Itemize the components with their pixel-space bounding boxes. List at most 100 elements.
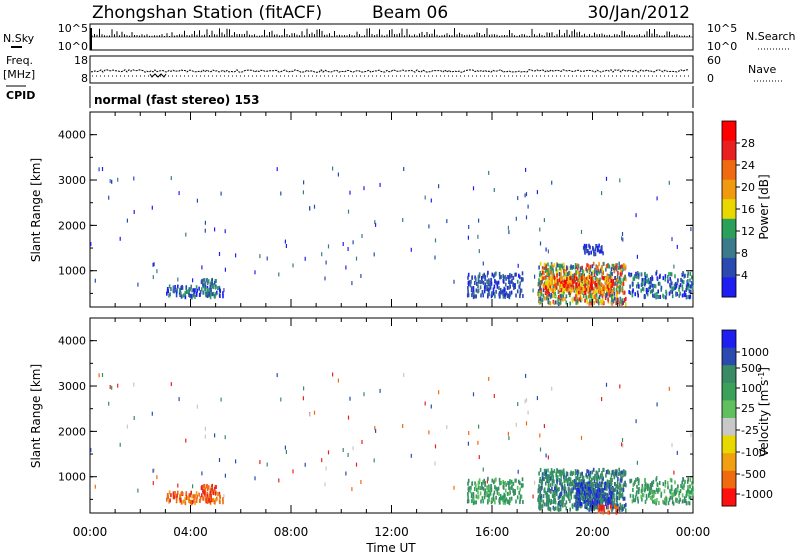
echo-cell	[475, 294, 477, 299]
echo-cell	[595, 285, 597, 290]
echo-cell	[619, 491, 621, 496]
echo-cell	[612, 469, 615, 474]
echo-cell	[615, 265, 617, 270]
echo-cell	[209, 491, 212, 495]
echo-cell	[582, 479, 585, 484]
echo-cell	[576, 288, 578, 293]
echo-cell	[508, 501, 511, 506]
echo-cell	[351, 487, 353, 492]
echo-cell	[152, 262, 154, 267]
colorbar-cell	[722, 418, 736, 437]
echo-cell	[592, 467, 595, 472]
echo-cell	[490, 278, 493, 282]
echo-cell	[611, 470, 614, 475]
echo-cell	[508, 436, 510, 441]
echo-cell	[620, 268, 622, 273]
echo-cell	[642, 287, 645, 292]
echo-cell	[565, 300, 568, 305]
echo-cell	[553, 469, 556, 474]
echo-cell	[576, 500, 579, 505]
echo-cell	[201, 485, 203, 489]
echo-cell	[603, 285, 605, 290]
echo-cell	[669, 477, 672, 482]
echo-cell	[184, 501, 187, 506]
echo-cell	[560, 482, 563, 487]
echo-cell	[581, 479, 584, 484]
echo-cell	[672, 287, 674, 291]
echo-cell	[620, 299, 622, 304]
echo-cell	[108, 195, 110, 200]
echo-cell	[560, 277, 562, 282]
echo-cell	[342, 448, 344, 452]
echo-cell	[207, 290, 209, 295]
echo-cell	[472, 492, 475, 497]
echo-cell	[178, 397, 180, 402]
echo-cell	[584, 497, 587, 502]
echo-cell	[325, 466, 327, 471]
echo-cell	[645, 287, 648, 292]
echo-cell	[206, 487, 209, 492]
echo-cell	[548, 292, 550, 297]
echo-cell	[598, 262, 600, 267]
echo-cell	[509, 292, 512, 297]
y-tick-label: 1000	[58, 471, 86, 484]
colorbar-cell	[722, 277, 736, 298]
echo-cell	[689, 278, 691, 283]
echo-cell	[601, 498, 603, 503]
echo-cell	[632, 282, 634, 286]
echo-cell	[487, 476, 489, 481]
echo-cell	[547, 279, 549, 284]
echo-cell	[570, 487, 573, 492]
x-tick-label: 00:00	[676, 525, 711, 539]
echo-cell	[685, 494, 687, 498]
echo-cell	[478, 485, 481, 490]
echo-cell	[223, 494, 225, 499]
echo-cell	[593, 287, 595, 292]
echo-cell	[636, 271, 639, 275]
echo-cell	[180, 497, 182, 502]
echo-cell	[554, 278, 557, 283]
echo-cell	[355, 256, 358, 261]
echo-cell	[620, 505, 622, 510]
echo-cell	[487, 494, 490, 499]
echo-cell	[559, 286, 561, 291]
echo-cell	[610, 275, 613, 280]
echo-cell	[539, 489, 542, 494]
echo-cell	[553, 273, 555, 278]
echo-cell	[487, 288, 490, 293]
echo-cell	[345, 265, 347, 270]
echo-cell	[583, 286, 586, 291]
echo-cell	[578, 287, 580, 291]
echo-cell	[574, 492, 576, 497]
echo-cell	[601, 268, 604, 273]
echo-cell	[671, 289, 674, 294]
echo-cell	[584, 291, 586, 295]
echo-cell	[475, 288, 478, 293]
echo-cell	[481, 496, 484, 501]
echo-cell	[548, 268, 550, 273]
echo-cell	[653, 283, 656, 288]
echo-cell	[539, 296, 542, 301]
echo-cell	[176, 287, 178, 292]
echo-cell	[675, 292, 677, 297]
echo-cell	[559, 472, 561, 477]
echo-cell	[669, 488, 671, 493]
echo-cell	[659, 294, 662, 299]
echo-cell	[563, 485, 566, 490]
echo-cell	[152, 275, 154, 280]
echo-cell	[619, 478, 622, 483]
echo-cell	[572, 273, 574, 278]
echo-cell	[687, 286, 689, 291]
echo-cell	[508, 230, 510, 235]
echo-cell	[551, 281, 554, 286]
echo-cell	[495, 289, 497, 294]
echo-cell	[566, 266, 568, 271]
echo-cell	[605, 470, 608, 474]
echo-cell	[482, 467, 484, 472]
echo-cell	[688, 295, 691, 300]
echo-cell	[630, 272, 633, 277]
echo-cell	[216, 496, 218, 501]
echo-cell	[591, 504, 593, 509]
echo-cell	[555, 267, 557, 272]
echo-cell	[635, 419, 637, 424]
